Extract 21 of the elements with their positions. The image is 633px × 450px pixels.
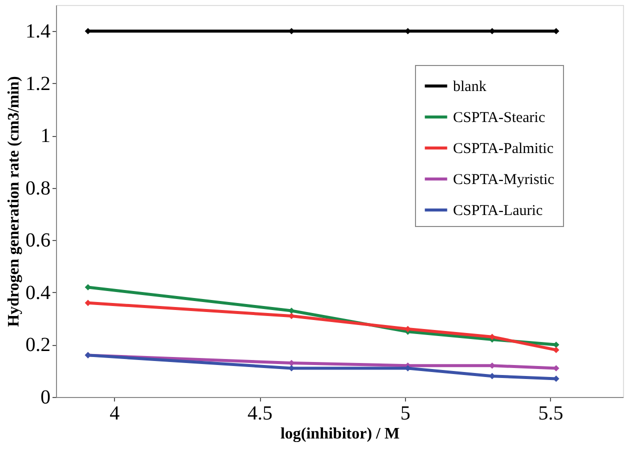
- point: [404, 326, 411, 332]
- legend-label: CSPTA-Palmitic: [453, 141, 554, 157]
- legend-label: blank: [453, 79, 487, 95]
- y-axis-title: Hydrogen generation rate (cm3/min): [6, 76, 22, 327]
- x-axis-title: log(inhibitor) / M: [280, 426, 400, 442]
- x-tick-label: 5: [400, 402, 410, 424]
- y-tick-label: 0.6: [26, 230, 50, 252]
- y-tick-label: 1: [40, 125, 50, 148]
- x-tick-label: 4: [110, 402, 120, 424]
- x-tick-label: 4.5: [248, 402, 273, 424]
- y-tick-label: 0: [40, 386, 50, 408]
- point: [552, 346, 560, 354]
- x-tick-label: 5.5: [538, 402, 564, 424]
- y-tick-label: 1.2: [26, 72, 50, 95]
- legend-label: CSPTA-Lauric: [453, 203, 543, 219]
- legend-label: CSPTA-Myristic: [453, 172, 555, 188]
- y-tick-label: 0.4: [26, 282, 50, 304]
- legend-label: CSPTA-Stearic: [453, 110, 546, 126]
- y-tick-label: 1.4: [26, 20, 50, 43]
- y-tick-label: 0.2: [26, 334, 50, 356]
- y-tick-label: 0.8: [26, 177, 50, 200]
